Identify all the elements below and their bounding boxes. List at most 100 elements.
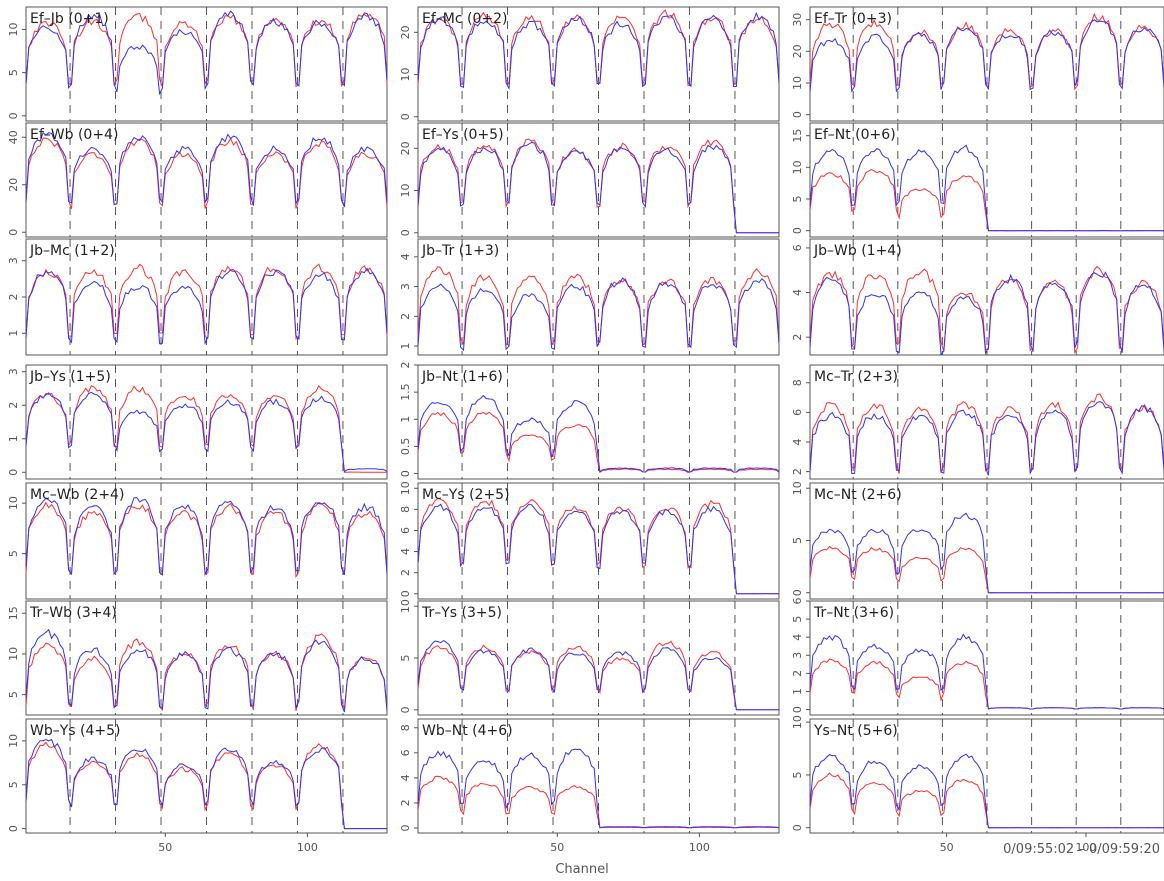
series-line-blue (417, 141, 779, 234)
y-tick-label: 6 (791, 598, 804, 605)
y-tick-label: 0 (791, 589, 804, 596)
series-line-blue (25, 391, 388, 473)
y-tick-label: 6 (791, 409, 804, 416)
series-line-red (417, 9, 780, 87)
y-tick-label: 2 (791, 468, 804, 475)
x-tick-label: 100 (297, 841, 318, 854)
series-line-red (25, 633, 388, 712)
y-tick-label: 5 (791, 196, 804, 203)
panel-title: Mc–Wb (2+4) (30, 487, 124, 503)
panel-8: 1 2 3 4 Jb–Tr (1+3) (399, 238, 780, 356)
panel-title: Jb–Nt (1+6) (421, 369, 503, 385)
y-tick-label: 4 (399, 774, 412, 781)
y-tick-label: 2 (399, 313, 412, 320)
y-tick-label: 10 (791, 715, 804, 729)
y-tick-label: 20 (399, 141, 412, 155)
y-tick-label: 3 (399, 283, 412, 290)
series-line-blue (417, 503, 779, 595)
y-tick-label: 5 (791, 771, 804, 778)
y-tick-label: 1 (791, 688, 804, 695)
y-tick-label: 10 (791, 160, 804, 174)
series-line-red (417, 138, 780, 234)
y-tick-label: 8 (399, 724, 412, 731)
y-tick-label: 10 (7, 22, 20, 36)
y-tick-label: 0 (399, 470, 412, 477)
y-tick-label: 2 (791, 334, 804, 341)
y-tick-label: 20 (791, 44, 804, 58)
y-tick-label: 2 (399, 569, 412, 576)
series-line-blue (25, 738, 387, 830)
y-tick-label: 3 (7, 257, 20, 264)
y-tick-label: 10 (7, 647, 20, 661)
series-line-red (25, 263, 388, 340)
panel-title: Jb–Ys (1+5) (29, 369, 111, 385)
y-tick-label: 3 (791, 652, 804, 659)
y-tick-label: 6 (399, 527, 412, 534)
y-tick-label: 5 (791, 616, 804, 623)
y-tick-label: 0 (791, 824, 804, 831)
y-tick-label: 4 (791, 438, 804, 445)
panel-title: Ef–Tr (0+3) (814, 11, 892, 27)
y-tick-label: 2 (7, 402, 20, 409)
y-tick-label: 3 (7, 368, 20, 375)
y-tick-label: 5 (7, 781, 20, 788)
panel-19: 0 5 10 50 100 Wb–Ys (4+5) (7, 718, 388, 854)
y-tick-label: 4 (791, 289, 804, 296)
panel-title: Tr–Nt (3+6) (813, 605, 894, 621)
series-line-blue (25, 10, 388, 96)
panel-20: 0 2 4 6 8 50 100 Wb–Nt (4+6) (399, 718, 780, 854)
series-line-blue (809, 512, 1164, 594)
panel-14: 0 2 4 6 8 10 Mc–Ys (2+5) (399, 481, 780, 600)
series-line-red (809, 393, 1164, 474)
panel-title: Tr–Wb (3+4) (29, 605, 117, 621)
y-tick-label: 4 (399, 253, 412, 260)
y-tick-label: 2 (399, 362, 412, 369)
panel-title: Ef–Ys (0+5) (422, 127, 504, 143)
series-line-blue (25, 497, 388, 577)
y-tick-label: 0 (7, 229, 20, 236)
series-line-blue (25, 267, 388, 346)
series-line-red (417, 497, 779, 595)
y-tick-label: 5 (7, 550, 20, 557)
y-tick-label: 1 (399, 343, 412, 350)
y-tick-label: 0 (399, 824, 412, 831)
panel-title: Wb–Ys (4+5) (30, 723, 121, 739)
panel-title: Mc–Tr (2+3) (814, 369, 898, 385)
y-tick-label: 6 (791, 244, 804, 251)
y-tick-label: 0 (7, 112, 20, 119)
y-tick-label: 0 (399, 113, 412, 120)
y-tick-label: 1 (7, 435, 20, 442)
panel-15: 0 5 10 Mc–Nt (2+6) (791, 481, 1164, 600)
y-tick-label: 5 (791, 537, 804, 544)
series-line-blue (417, 639, 779, 711)
x-tick-label: 50 (158, 841, 172, 854)
y-tick-label: 0 (399, 229, 412, 236)
y-tick-label: 15 (791, 129, 804, 143)
x-tick-label: 50 (940, 841, 954, 854)
series-line-red (417, 265, 780, 348)
series-line-blue (417, 11, 780, 91)
y-tick-label: 2 (7, 294, 20, 301)
y-tick-label: 0 (791, 706, 804, 713)
panel-title: Jb–Wb (1+4) (813, 243, 902, 259)
y-tick-label: 8 (791, 379, 804, 386)
series-line-blue (809, 144, 1164, 232)
panel-title: Jb–Tr (1+3) (421, 243, 499, 259)
y-tick-label: 10 (7, 496, 20, 510)
y-tick-label: 0 (791, 227, 804, 234)
y-tick-label: 0 (399, 706, 412, 713)
series-line-red (417, 411, 780, 474)
y-tick-label: 0 (791, 111, 804, 118)
series-line-red (417, 775, 780, 829)
y-tick-label: 10 (791, 481, 804, 495)
series-line-red (25, 741, 387, 830)
y-tick-label: 4 (399, 548, 412, 555)
y-tick-label: 5 (7, 691, 20, 698)
panel-9: 2 4 6 Jb–Wb (1+4) (791, 238, 1164, 356)
series-line-blue (809, 753, 1164, 829)
panel-3: 0 10 20 30 Ef–Tr (0+3) (791, 6, 1164, 122)
series-line-red (25, 137, 388, 209)
series-line-red (25, 12, 388, 88)
panel-2: 0 10 20 Ef–Mc (0+2) (399, 6, 780, 122)
